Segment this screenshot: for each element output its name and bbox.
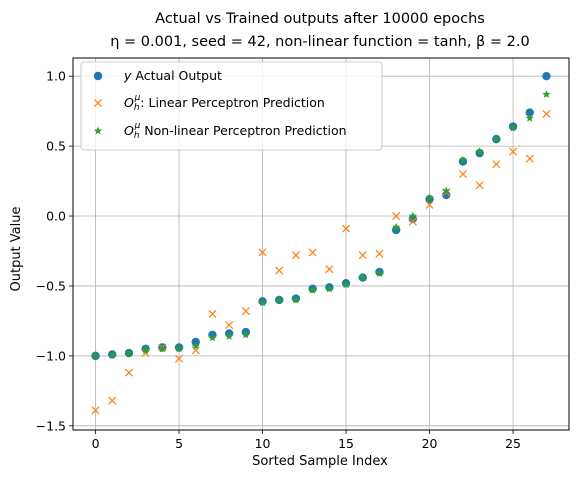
x-tick-label: 0 [92,436,100,451]
x-tick-label: 15 [338,436,354,451]
linear-prediction-point [458,170,467,179]
series-2 [91,109,551,415]
nonlinear-prediction-point [91,351,100,360]
linear-prediction-point [275,266,284,275]
legend-entry-nonlinear-text: Non-linear Perceptron Prediction [140,123,346,138]
actual-output-point [542,71,551,81]
linear-prediction-point [358,251,367,260]
linear-prediction-point [425,200,434,209]
nonlinear-prediction-point [525,113,534,122]
linear-prediction-point [258,248,267,257]
linear-prediction-point [225,321,234,330]
linear-prediction-point [124,368,133,377]
legend-marker-1 [93,71,103,81]
nonlinear-prediction-point [341,280,351,289]
linear-prediction-point [208,309,217,318]
series-3 [91,89,551,360]
nonlinear-prediction-point [391,222,401,231]
legend: y Actual Output Ohμ: Linear Perceptron P… [80,61,383,151]
x-tick-label: 20 [422,436,438,451]
nonlinear-prediction-point [508,123,518,132]
linear-prediction-point [191,346,200,355]
linear-prediction-point [108,396,117,405]
nonlinear-prediction-point [174,344,184,353]
linear-prediction-point [308,248,317,257]
x-tick-label: 25 [505,436,521,451]
legend-entry-nonlinear-sub: h [134,131,140,141]
legend-marker-2 [93,98,103,108]
x-tick-label: 5 [175,436,183,451]
y-axis-label: Output Value [9,207,24,292]
legend-entry-nonlinear: Ohμ Non-linear Perceptron Prediction [124,121,347,141]
nonlinear-prediction-point [458,155,468,164]
nonlinear-prediction-point [425,193,434,202]
actual-output-point [525,108,534,117]
linear-prediction-point [291,251,300,260]
linear-prediction-point [91,406,100,415]
nonlinear-prediction-point [542,89,551,98]
legend-entry-actual-text: Actual Output [131,68,222,83]
y-tick-label: −1.0 [36,348,66,363]
linear-prediction-point [492,160,501,169]
actual-output-point [391,225,401,235]
y-tick-label: 1.0 [46,69,66,84]
legend-entry-actual-symbol: y [123,68,132,83]
nonlinear-prediction-point [308,285,317,294]
legend-entry-linear-text: : Linear Perceptron Prediction [140,95,325,110]
y-tick-label: −1.5 [36,418,66,433]
linear-prediction-point [525,154,534,163]
nonlinear-prediction-point [358,273,367,282]
nonlinear-prediction-point [224,331,234,340]
legend-marker-3 [93,126,103,135]
legend-box [80,61,383,151]
y-tick-label: 0.0 [46,209,66,224]
linear-prediction-point [375,249,384,258]
chart-title-line-2: η = 0.001, seed = 42, non-linear functio… [110,34,529,50]
legend-entry-nonlinear-sup: μ [134,121,141,131]
nonlinear-prediction-point [141,345,150,354]
nonlinear-prediction-point [408,211,418,220]
nonlinear-prediction-point [291,295,301,304]
x-axis-label: Sorted Sample Index [252,454,388,469]
nonlinear-prediction-point [492,134,501,143]
axis-ticks: 0 5 10 15 20 25 −1.5 −1.0 −0.5 0.0 0.5 1.0 [36,69,521,451]
plot-frame [72,57,570,431]
nonlinear-prediction-point [208,333,217,342]
legend-entry-nonlinear-symbol: O [124,123,134,138]
nonlinear-prediction-point [158,344,167,353]
linear-prediction-point [509,147,518,156]
data-marks [91,71,551,415]
linear-prediction-point [475,181,484,190]
linear-prediction-point [542,109,551,118]
linear-prediction-point [342,224,351,233]
linear-prediction-point [141,349,150,358]
legend-entry-linear-sup: μ [134,93,141,103]
legend-entry-linear: Ohμ: Linear Perceptron Prediction [124,93,325,113]
chart-title-line-1: Actual vs Trained outputs after 10000 ep… [155,11,485,27]
linear-prediction-point [325,265,334,274]
nonlinear-prediction-point [124,348,134,357]
nonlinear-prediction-point [325,284,334,293]
nonlinear-prediction-point [275,295,284,304]
nonlinear-prediction-point [258,298,267,307]
nonlinear-prediction-point [475,147,484,156]
legend-entry-linear-sub: h [134,103,140,113]
linear-prediction-point [175,354,184,363]
x-tick-label: 10 [255,436,271,451]
nonlinear-prediction-point [442,186,451,195]
nonlinear-prediction-point [241,330,251,339]
nonlinear-prediction-point [108,350,117,359]
actual-output-point [408,214,418,224]
y-tick-label: −0.5 [36,278,66,293]
nonlinear-prediction-point [191,341,200,350]
legend-entry-actual: y Actual Output [123,68,222,83]
y-tick-label: 0.5 [46,139,66,154]
linear-prediction-point [241,307,250,316]
linear-prediction-point [392,212,401,221]
nonlinear-prediction-point [375,268,384,277]
legend-entry-linear-symbol: O [124,95,134,110]
